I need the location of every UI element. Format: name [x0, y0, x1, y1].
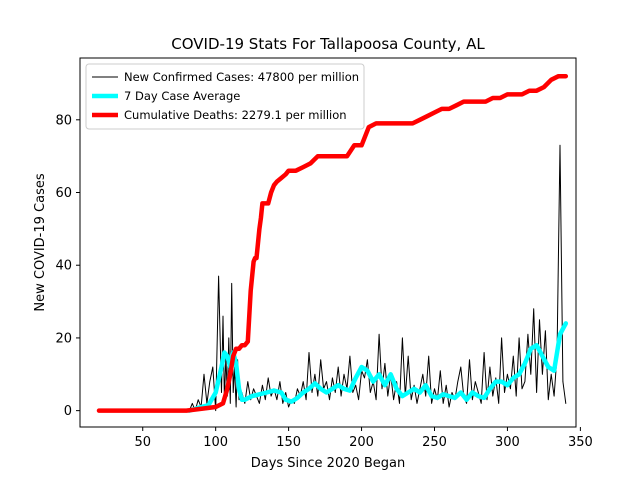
legend-box	[85, 63, 365, 130]
x-tick-label: 100	[203, 435, 228, 450]
x-tick-label: 250	[422, 435, 447, 450]
x-tick-label: 150	[276, 435, 301, 450]
x-axis: 50 100 150 200 250 300 350	[134, 427, 593, 450]
chart-title: COVID-19 Stats For Tallapoosa County, AL	[171, 35, 485, 53]
legend-label-3: Cumulative Deaths: 2279.1 per million	[124, 108, 347, 122]
y-axis-title: New COVID-19 Cases	[33, 173, 48, 311]
y-tick-label: 40	[55, 259, 72, 274]
y-axis: 0 20 40 60 80	[55, 113, 80, 419]
x-tick-label: 350	[568, 435, 593, 450]
x-tick-label: 300	[495, 435, 520, 450]
series-line-3	[96, 73, 569, 413]
series-line-2	[187, 321, 569, 413]
y-tick-label: 60	[55, 186, 72, 201]
legend-label-1: New Confirmed Cases: 47800 per million	[124, 70, 359, 84]
y-tick-label: 80	[55, 113, 72, 128]
legend-label-2: 7 Day Case Average	[124, 89, 240, 103]
legend: New Confirmed Cases: 47800 per million 7 …	[85, 63, 365, 130]
x-tick-label: 200	[349, 435, 374, 450]
x-axis-title: Days Since 2020 Began	[251, 456, 406, 471]
axes-frame	[79, 57, 577, 428]
series-line-1	[188, 144, 567, 412]
y-tick-label: 0	[64, 404, 72, 419]
series-layer	[96, 73, 569, 413]
y-tick-label: 20	[55, 331, 72, 346]
x-tick-label: 50	[134, 435, 151, 450]
plot-area	[79, 57, 577, 428]
